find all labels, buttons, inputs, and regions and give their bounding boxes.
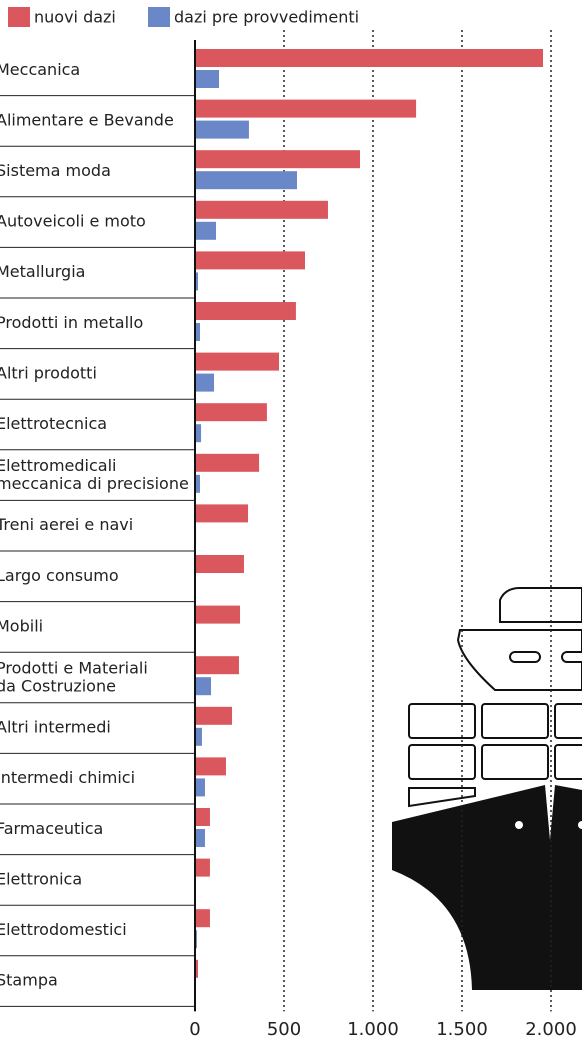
x-tick-label: 0 [189,1019,200,1040]
bar [195,201,328,219]
bar [195,251,305,269]
bar [195,454,259,472]
bar [195,757,226,775]
legend-label: dazi pre provvedimenti [174,8,359,27]
page: {"chart_data": {"type": "hbar", "categor… [0,0,582,1048]
y-tick-label: Altri prodotti [0,363,97,382]
bar [195,403,267,421]
x-tick-label: 1.500 [436,1019,488,1040]
bar [195,100,416,118]
y-tick-label: Autoveicoli e moto [0,212,146,231]
bar [195,778,205,796]
y-tick-label: Prodotti in metallo [0,313,143,332]
legend-label: nuovi dazi [34,8,116,27]
y-tick-label: Elettronica [0,869,82,888]
y-tick-label: Alimentare e Bevande [0,110,174,129]
y-tick-label: Elettrotecnica [0,414,107,433]
bar [195,171,297,189]
x-tick-label: 2.000 [525,1019,577,1040]
y-tick-label: Metallurgia [0,262,85,281]
y-tick-label: Intermedi chimici [0,768,135,787]
bar [195,150,360,168]
legend-swatch [8,7,30,27]
y-tick-label: Farmaceutica [0,819,103,838]
x-tick-label: 1.000 [347,1019,399,1040]
bar [195,829,205,847]
bar [195,808,210,826]
ship-illustration [392,588,582,990]
y-tick-label: Largo consumo [0,566,119,585]
y-tick-label: Mobili [0,616,43,635]
bar [195,222,216,240]
y-tick-label: Elettrodomestici [0,920,127,939]
y-tick-label: Meccanica [0,60,80,79]
bar [195,555,244,573]
bar [195,70,219,88]
bar [195,909,210,927]
y-tick-label: Stampa [0,971,58,990]
x-tick-label: 500 [267,1019,301,1040]
y-tick-label: Treni aerei e navi [0,515,133,534]
bar [195,606,240,624]
bar [195,374,214,392]
bar [195,353,279,371]
bar [195,707,232,725]
legend-swatch [148,7,170,27]
bar [195,302,296,320]
bar [195,49,543,67]
bar [195,677,211,695]
chart: 0 500 1.000 1.500 2.000 nuovi dazi dazi pre pr… [0,0,582,1048]
y-tick-label: Altri intermedi [0,718,111,737]
bar [195,504,248,522]
y-tick-label: Sistema moda [0,161,111,180]
bar [195,121,249,139]
bar [195,859,210,877]
bar [195,728,202,746]
bar [195,656,239,674]
